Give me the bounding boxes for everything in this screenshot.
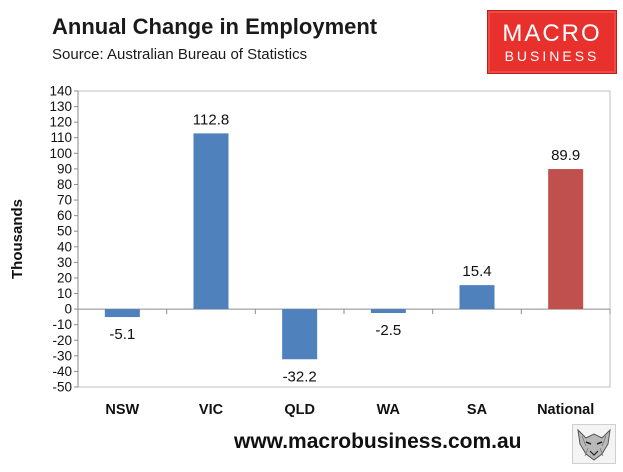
y-tick-label: 100 bbox=[49, 146, 72, 161]
logo-line-macro: MACRO bbox=[502, 19, 602, 47]
y-axis-title: Thousands bbox=[9, 199, 26, 279]
y-tick-label: 120 bbox=[49, 115, 72, 130]
data-label: -2.5 bbox=[375, 322, 401, 339]
y-tick-label: 30 bbox=[57, 255, 72, 270]
macrobusiness-logo: MACRO BUSINESS bbox=[487, 10, 617, 74]
y-tick-label: 10 bbox=[57, 286, 72, 301]
bar bbox=[370, 309, 406, 313]
category-label: SA bbox=[467, 402, 488, 418]
data-label: 112.8 bbox=[193, 111, 229, 128]
category-label: VIC bbox=[199, 402, 224, 418]
y-tick-label: -10 bbox=[52, 317, 72, 332]
data-label: 15.4 bbox=[462, 263, 491, 280]
data-label: -5.1 bbox=[109, 326, 135, 343]
y-tick-label: 40 bbox=[57, 239, 72, 254]
y-tick-label: -50 bbox=[52, 380, 72, 395]
data-label: 89.9 bbox=[551, 147, 580, 164]
bar bbox=[282, 309, 318, 360]
category-label: QLD bbox=[284, 402, 315, 418]
bar bbox=[193, 133, 229, 310]
chart-source: Source: Australian Bureau of Statistics bbox=[52, 46, 308, 63]
y-tick-label: 0 bbox=[64, 302, 72, 317]
logo-line-business: BUSINESS bbox=[504, 47, 600, 64]
plot-area bbox=[77, 90, 611, 388]
y-tick-label: 130 bbox=[49, 99, 72, 114]
y-tick-label: 70 bbox=[57, 193, 72, 208]
bar bbox=[459, 285, 495, 310]
y-tick-label: 20 bbox=[57, 270, 72, 285]
y-tick-label: -40 bbox=[52, 364, 72, 379]
y-tick-label: 140 bbox=[49, 84, 72, 99]
y-tick-label: -20 bbox=[52, 333, 72, 348]
category-label: NSW bbox=[105, 402, 139, 418]
y-tick-label: -30 bbox=[52, 348, 72, 363]
y-tick-label: 90 bbox=[57, 161, 72, 176]
y-tick-label: 110 bbox=[50, 130, 72, 145]
data-label: -32.2 bbox=[283, 368, 317, 385]
y-tick-label: 60 bbox=[57, 208, 72, 223]
chart-title: Annual Change in Employment bbox=[52, 14, 378, 39]
category-label: National bbox=[537, 402, 594, 418]
y-tick-label: 50 bbox=[57, 224, 72, 239]
wolf-head-icon bbox=[572, 424, 616, 464]
footer-url: www.macrobusiness.com.au bbox=[234, 430, 522, 453]
bar-chart: -50-40-30-20-100102030405060708090100110… bbox=[9, 84, 611, 418]
bar bbox=[104, 309, 140, 318]
category-label: WA bbox=[377, 402, 401, 418]
y-tick-label: 80 bbox=[57, 177, 72, 192]
bar bbox=[548, 169, 584, 310]
